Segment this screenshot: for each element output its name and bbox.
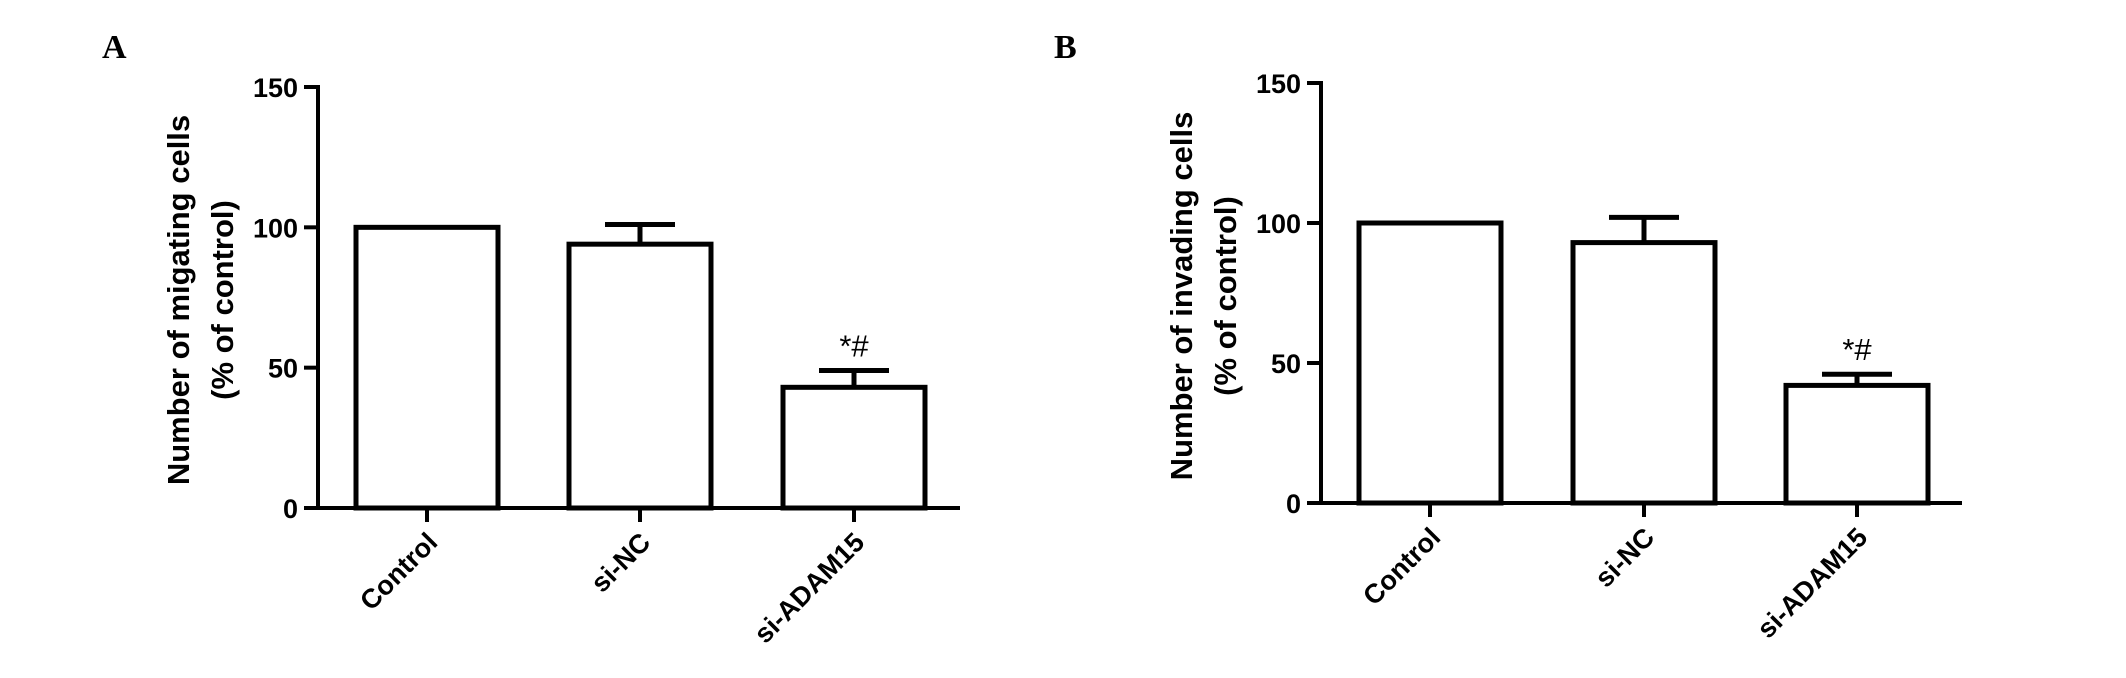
panel-b-category-label-1: Control (1357, 522, 1446, 611)
panel-a-significance-label-3: *# (839, 328, 869, 363)
panel-b-category-label-2: si-NC (1589, 522, 1660, 593)
panel-b-error-bar-3 (1822, 371, 1892, 386)
panel-a-y-axis-title-line2: (% of control) (205, 200, 240, 400)
panel-a: A Number of migating cells (% of control… (102, 29, 960, 649)
panel-b-y-tick-label-100: 100 (1256, 209, 1301, 239)
panel-b-error-bar-2 (1609, 214, 1679, 243)
panel-b-y-tick-label-0: 0 (1286, 489, 1301, 519)
panel-a-category-label-2: si-NC (585, 527, 656, 598)
panel-b-y-axis-title-line2: (% of control) (1208, 196, 1243, 396)
panel-a-y-tick-label-50: 50 (268, 354, 298, 384)
panel-a-y-tick-label-100: 100 (253, 213, 298, 243)
panel-b-bar-1 (1356, 220, 1504, 506)
panel-b-bar-3 (1783, 382, 1931, 506)
panel-a-bar-2 (566, 241, 714, 511)
panel-a-bar-3 (780, 384, 928, 511)
panel-b-category-label-3: si-ADAM15 (1751, 522, 1873, 644)
panel-a-y-tick-label-0: 0 (283, 494, 298, 524)
panel-b-letter: B (1054, 29, 1077, 66)
panel-a-y-axis-title-line1: Number of migating cells (161, 115, 196, 485)
panel-b-y-tick-label-150: 150 (1256, 69, 1301, 99)
panel-b-significance-label-3: *# (1842, 332, 1872, 367)
panel-a-category-label-1: Control (354, 527, 443, 616)
panel-b-y-tick-label-50: 50 (1271, 349, 1301, 379)
panel-a-category-label-3: si-ADAM15 (748, 527, 870, 649)
panel-a-error-bar-2 (605, 222, 675, 245)
panel-a-error-bar-3 (819, 367, 889, 388)
panel-a-bar-1 (353, 224, 501, 511)
panel-b-y-axis-title-line1: Number of invading cells (1164, 112, 1199, 481)
panel-b: B Number of invading cells (% of control… (1054, 29, 1962, 644)
panel-a-letter: A (102, 29, 127, 66)
panel-b-bar-2 (1570, 240, 1718, 506)
panel-a-y-tick-label-150: 150 (253, 73, 298, 103)
